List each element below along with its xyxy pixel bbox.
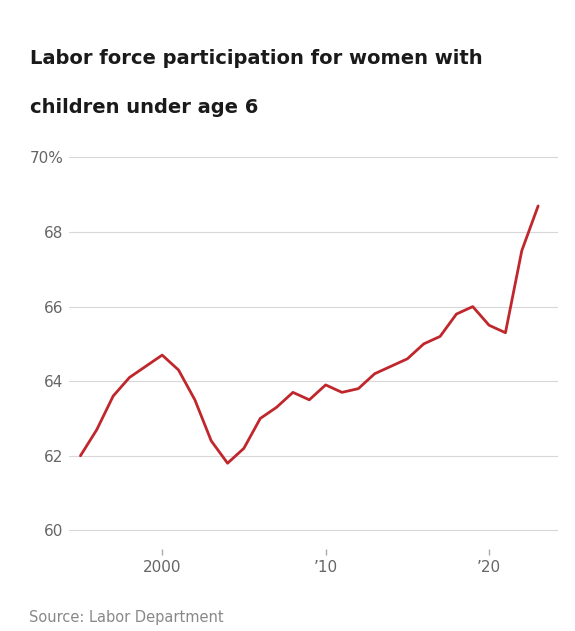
Text: children under age 6: children under age 6 bbox=[30, 98, 258, 117]
Text: Source: Labor Department: Source: Labor Department bbox=[29, 610, 223, 625]
Text: Labor force participation for women with: Labor force participation for women with bbox=[30, 49, 482, 68]
